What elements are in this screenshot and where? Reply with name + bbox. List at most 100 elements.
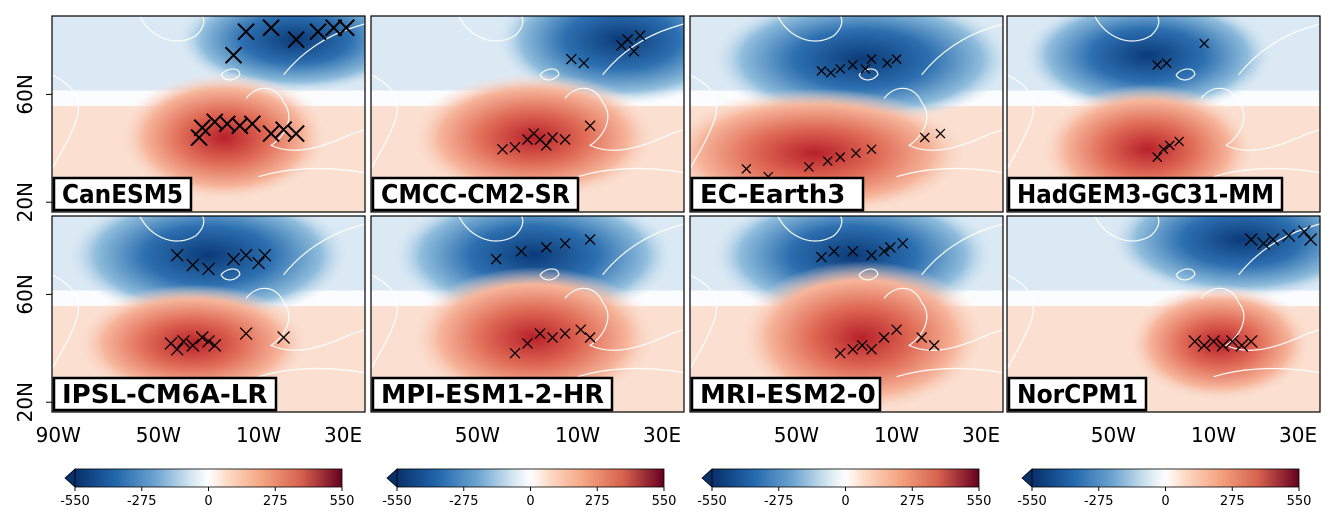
significance-marker	[1282, 229, 1296, 243]
colorbar-tick-label: 0	[841, 494, 849, 509]
significance-marker	[534, 328, 546, 340]
significance-marker	[258, 248, 272, 262]
panel-label-box	[371, 176, 580, 212]
significance-marker	[262, 19, 280, 37]
panel-label-box	[690, 376, 882, 412]
significance-marker	[287, 30, 305, 49]
panel-label: NorCPM1	[1017, 380, 1138, 410]
colorbar-tick-label: -275	[764, 494, 794, 509]
significance-marker	[490, 253, 502, 265]
significance-marker	[584, 120, 596, 132]
map-panel: CMCC-CM2-SR	[370, 15, 685, 213]
colorbar-layer: -550 -275 0 275 550 -550 -275 0 275 550 -550 -275 0 2…	[60, 468, 1312, 509]
significance-marker	[277, 331, 291, 344]
significance-marker	[935, 128, 946, 139]
colorbar: -550 -275 0 275 550	[60, 468, 354, 509]
panel-label: CanESM5	[62, 180, 183, 210]
colorbar-tick-label: 275	[900, 494, 925, 509]
colorbar-tick-label: 550	[652, 494, 677, 509]
colorbar-tick-label: 550	[1287, 494, 1312, 509]
significance-marker	[497, 143, 508, 155]
colorbar-tick-label: -275	[1084, 494, 1114, 509]
significance-marker	[1199, 38, 1210, 49]
panel-frame	[689, 15, 1004, 213]
colorbar-tick-label: -550	[1017, 494, 1047, 509]
positive-anomaly	[408, 72, 659, 203]
significance-marker	[856, 339, 868, 351]
significance-marker	[239, 248, 253, 262]
colorbar-tick-label: 550	[967, 494, 992, 509]
significance-marker	[897, 237, 909, 249]
negative-anomaly	[1110, 216, 1320, 299]
significance-marker	[324, 19, 343, 37]
significance-marker	[170, 342, 184, 356]
significance-marker	[628, 45, 640, 57]
significance-marker	[565, 53, 577, 65]
colorbar: -550 -275 0 275 550	[1017, 468, 1312, 509]
lon-tick-label: 30E	[643, 423, 681, 447]
colorbar-tick-label: 275	[1220, 494, 1245, 509]
significance-marker	[1266, 233, 1280, 246]
colorbar-tick-label: 0	[204, 494, 212, 509]
significance-marker	[509, 141, 521, 153]
significance-marker	[803, 161, 814, 172]
colorbar-tick-label: 0	[526, 494, 534, 509]
significance-marker	[1174, 136, 1185, 147]
significance-marker	[822, 156, 833, 166]
panel-frame	[1006, 15, 1321, 213]
significance-marker	[1216, 338, 1230, 352]
colorbar-gradient	[1031, 468, 1300, 488]
lon-tick-label: 10W	[1191, 423, 1236, 447]
significance-marker	[866, 343, 877, 355]
significance-marker	[202, 262, 215, 276]
significance-marker	[816, 251, 827, 263]
lon-tick-label: 30E	[962, 423, 1000, 447]
significance-marker	[884, 241, 896, 253]
significance-marker	[337, 19, 355, 37]
coastlines	[52, 216, 365, 378]
significance-marker	[540, 241, 552, 253]
panel-frame	[689, 215, 1004, 413]
significance-marker	[177, 334, 190, 348]
map-panel: MRI-ESM2-0	[689, 215, 1004, 413]
panel-label-box	[690, 176, 865, 212]
colorbar-tick-label: -275	[449, 494, 479, 509]
significance-marker	[559, 328, 571, 340]
significance-marker	[891, 54, 902, 65]
panel-label-box	[1007, 176, 1284, 212]
significance-marker	[522, 337, 533, 349]
significance-marker	[540, 139, 552, 151]
significance-marker	[835, 152, 846, 163]
significance-marker	[847, 343, 859, 355]
significance-marker	[850, 148, 861, 159]
negative-anomaly	[1022, 16, 1274, 114]
significance-marker	[835, 63, 846, 74]
lon-tick-label: 50W	[136, 423, 181, 447]
colorbar-tick-label: 275	[263, 494, 288, 509]
significance-marker	[190, 128, 208, 147]
lon-tick-label: 50W	[455, 423, 500, 447]
lon-tick-label: 30E	[324, 423, 362, 447]
axes-layer: 20N 60N 20N 60N 90W 50W 10W 30E 50W 10W 30E 50W 10W 3…	[13, 74, 1317, 447]
significance-marker	[578, 57, 590, 69]
significance-marker	[239, 327, 253, 341]
significance-marker	[878, 332, 890, 343]
colorbar: -550 -275 0 275 550	[697, 468, 992, 509]
significance-marker	[559, 237, 571, 249]
significance-marker	[919, 132, 930, 143]
significance-marker	[274, 120, 293, 139]
colorbar-extend-arrow	[1021, 468, 1033, 488]
significance-marker	[866, 249, 877, 261]
significance-marker	[882, 58, 893, 68]
significance-marker	[515, 245, 527, 257]
significance-marker	[847, 60, 858, 70]
significance-marker	[309, 22, 327, 41]
panel-label: MRI-ESM2-0	[700, 380, 876, 410]
significance-marker	[1164, 140, 1175, 151]
positive-anomaly	[408, 266, 659, 409]
significance-marker	[559, 134, 571, 145]
colorbar-extend-arrow	[701, 468, 713, 488]
significance-marker	[1152, 152, 1163, 163]
significance-marker	[287, 124, 305, 143]
lon-tick-label: 50W	[774, 423, 819, 447]
